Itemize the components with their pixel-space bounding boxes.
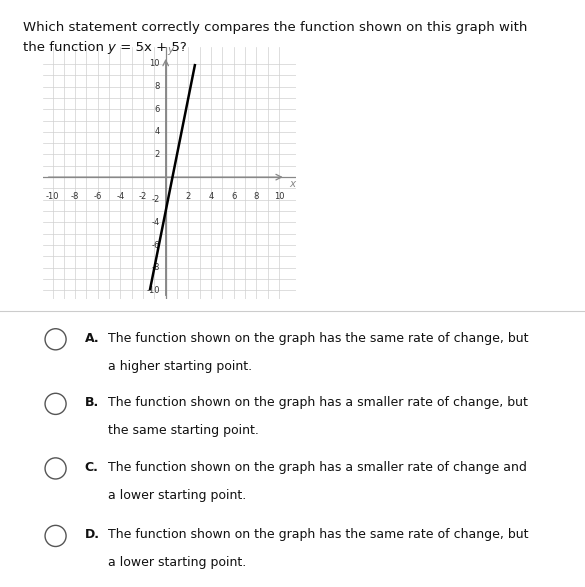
Text: -2: -2 xyxy=(152,195,160,204)
Text: = 5x + 5?: = 5x + 5? xyxy=(116,41,187,54)
Text: -6: -6 xyxy=(94,192,102,201)
Text: 4: 4 xyxy=(155,127,160,136)
Text: -6: -6 xyxy=(152,241,160,249)
Text: The function shown on the graph has the same rate of change, but: The function shown on the graph has the … xyxy=(108,528,529,541)
Text: C.: C. xyxy=(85,461,99,474)
Text: a lower starting point.: a lower starting point. xyxy=(108,489,246,502)
Text: 10: 10 xyxy=(150,59,160,69)
Text: -10: -10 xyxy=(146,286,160,295)
Text: -4: -4 xyxy=(116,192,125,201)
Text: The function shown on the graph has the same rate of change, but: The function shown on the graph has the … xyxy=(108,332,529,345)
Text: y: y xyxy=(107,41,115,54)
Text: B.: B. xyxy=(85,396,99,409)
Text: 6: 6 xyxy=(231,192,236,201)
Text: -8: -8 xyxy=(71,192,80,201)
Text: a lower starting point.: a lower starting point. xyxy=(108,556,246,569)
Text: 6: 6 xyxy=(154,104,160,114)
Text: 10: 10 xyxy=(274,192,284,201)
Text: -10: -10 xyxy=(46,192,59,201)
Text: y: y xyxy=(167,45,173,55)
Text: x: x xyxy=(290,179,295,189)
Text: A.: A. xyxy=(85,332,99,345)
Text: 4: 4 xyxy=(208,192,214,201)
Text: -2: -2 xyxy=(139,192,147,201)
Text: The function shown on the graph has a smaller rate of change, but: The function shown on the graph has a sm… xyxy=(108,396,528,409)
Text: the function: the function xyxy=(23,41,109,54)
Text: 8: 8 xyxy=(154,82,160,91)
Text: a higher starting point.: a higher starting point. xyxy=(108,360,252,373)
Text: 2: 2 xyxy=(155,150,160,159)
Text: -4: -4 xyxy=(152,218,160,227)
Text: the same starting point.: the same starting point. xyxy=(108,424,259,437)
Text: -8: -8 xyxy=(152,263,160,272)
Text: The function shown on the graph has a smaller rate of change and: The function shown on the graph has a sm… xyxy=(108,461,527,474)
Text: D.: D. xyxy=(85,528,100,541)
Text: 2: 2 xyxy=(185,192,191,201)
Text: Which statement correctly compares the function shown on this graph with: Which statement correctly compares the f… xyxy=(23,21,528,33)
Text: 8: 8 xyxy=(253,192,259,201)
